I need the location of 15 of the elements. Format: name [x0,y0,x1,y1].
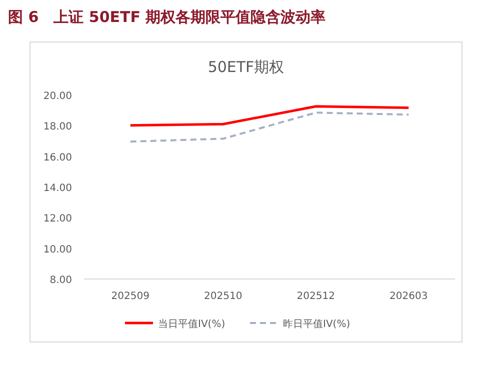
x-tick-label: 202603 [390,291,428,302]
x-tick-label: 202510 [204,291,242,302]
x-tick-label: 202509 [111,291,150,302]
y-tick-label: 16.00 [43,152,72,164]
y-tick-label: 12.00 [43,214,72,225]
y-tick-label: 14.00 [43,183,72,194]
y-tick-label: 20.00 [43,91,72,102]
title: 图 6 上证 50ETF 期权各期限平值隐含波动率 [8,8,326,26]
subtitle: 50ETF期权 [208,58,284,76]
y-tick-label: 18.00 [43,122,72,133]
x-tick-label: 202512 [296,291,335,302]
y-tick-label: 10.00 [43,244,72,256]
legend-label: 当日平值IV(%) [158,318,226,330]
y-tick-label: 8.00 [50,275,72,286]
legend-label: 昨日平值IV(%) [283,318,350,330]
